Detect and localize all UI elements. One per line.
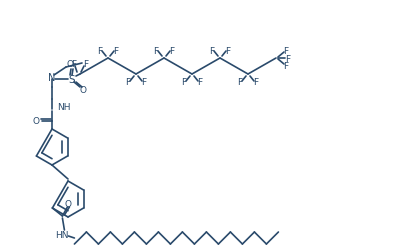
Text: F: F	[237, 78, 242, 87]
Text: F: F	[141, 78, 147, 87]
Text: F: F	[125, 78, 130, 87]
Text: F: F	[285, 54, 290, 63]
Text: S: S	[69, 75, 75, 85]
Text: F: F	[169, 46, 174, 55]
Text: F: F	[253, 78, 259, 87]
Text: O: O	[79, 86, 86, 95]
Text: O: O	[33, 117, 40, 126]
Text: O: O	[66, 60, 73, 69]
Text: F: F	[283, 46, 288, 55]
Text: F: F	[153, 46, 158, 55]
Text: F: F	[72, 60, 77, 69]
Text: NH: NH	[57, 103, 70, 112]
Text: F: F	[283, 62, 288, 71]
Text: F: F	[114, 46, 119, 55]
Text: F: F	[97, 46, 103, 55]
Text: HN: HN	[55, 230, 68, 239]
Text: F: F	[182, 78, 187, 87]
Text: N: N	[48, 73, 56, 83]
Text: F: F	[197, 78, 202, 87]
Text: F: F	[226, 46, 231, 55]
Text: F: F	[209, 46, 215, 55]
Text: F: F	[83, 60, 88, 69]
Text: O: O	[65, 200, 72, 209]
